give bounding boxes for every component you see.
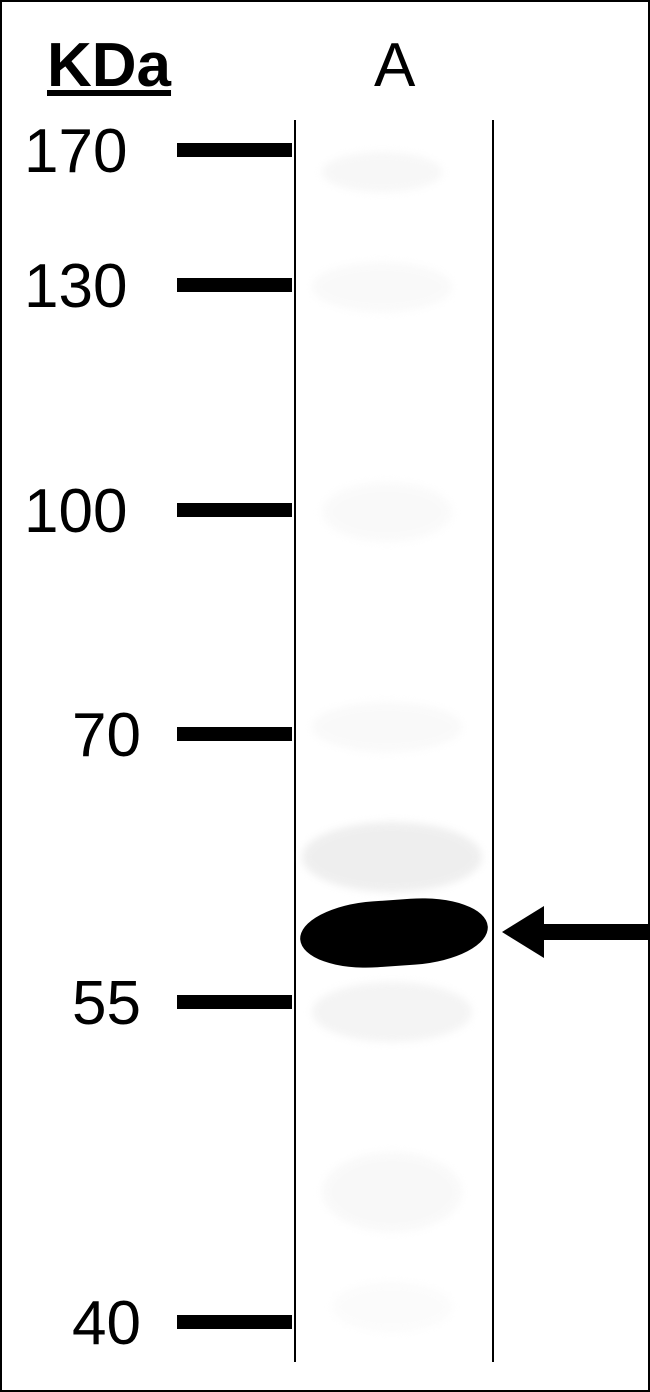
marker-tick-55 <box>177 995 292 1009</box>
marker-tick-40 <box>177 1315 292 1329</box>
lane-smudge <box>302 822 482 892</box>
band-arrow-head <box>502 906 544 958</box>
kda-axis-label: KDa <box>47 30 171 101</box>
marker-tick-170 <box>177 143 292 157</box>
marker-tick-70 <box>177 727 292 741</box>
marker-label-170: 170 <box>24 116 127 187</box>
lane-border-right <box>492 120 494 1362</box>
lane-smudge <box>322 1152 462 1232</box>
band-arrow-shaft <box>544 924 650 940</box>
lane-border-left <box>294 120 296 1362</box>
lane-smudge <box>312 982 472 1042</box>
marker-label-130: 130 <box>24 251 127 322</box>
marker-tick-130 <box>177 278 292 292</box>
marker-tick-100 <box>177 503 292 517</box>
marker-label-40: 40 <box>72 1288 141 1359</box>
lane-smudge <box>312 702 462 752</box>
marker-label-70: 70 <box>72 700 141 771</box>
lane-smudge <box>332 1282 452 1332</box>
marker-label-55: 55 <box>72 968 141 1039</box>
lane-smudge <box>322 482 452 542</box>
lane-a-label: A <box>374 30 415 101</box>
lane-smudge <box>312 262 452 312</box>
blot-figure: KDa A 170 130 100 70 55 40 <box>0 0 650 1392</box>
marker-label-100: 100 <box>24 476 127 547</box>
lane-smudge <box>322 152 442 192</box>
